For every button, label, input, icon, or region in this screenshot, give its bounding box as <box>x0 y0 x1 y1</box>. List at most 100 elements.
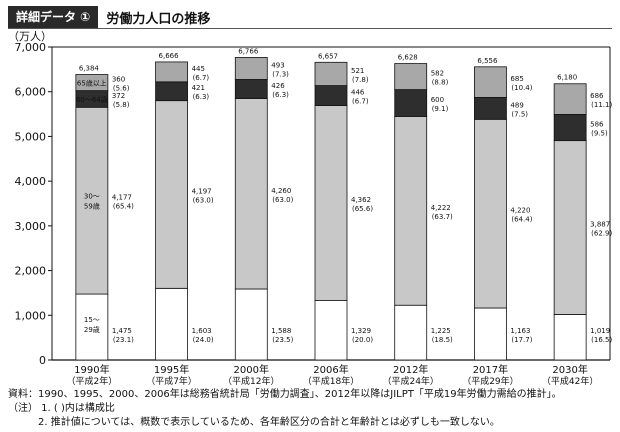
value-label: 372 <box>112 92 125 100</box>
value-label: 1,588 <box>271 327 291 335</box>
share-label: (20.0) <box>352 336 373 344</box>
share-label: (5.8) <box>113 101 130 109</box>
bar-segment <box>474 307 507 361</box>
share-label: (5.6) <box>113 85 130 93</box>
bar-segment <box>553 314 587 361</box>
bar-segment <box>155 100 188 289</box>
bar-segment <box>394 304 428 361</box>
share-label: (7.3) <box>272 70 289 78</box>
y-axis-label: （万人） <box>8 30 52 43</box>
share-label: (23.5) <box>272 336 293 344</box>
bar-segment <box>394 116 428 306</box>
x-category-label: 2030年 <box>552 363 587 376</box>
value-label: 493 <box>271 61 284 69</box>
value-label: 445 <box>192 65 205 73</box>
bar-segment <box>314 105 348 301</box>
x-subcategory-label: （平成2年） <box>66 375 117 387</box>
note-1: （注） 1. ( )内は構成比 <box>8 403 115 414</box>
x-subcategory-label: （平成29年） <box>462 375 518 387</box>
figure-title: 労働力人口の推移 <box>106 11 211 27</box>
x-category-label: 2000年 <box>234 363 269 376</box>
value-label: 4,362 <box>351 196 371 204</box>
share-label: (11.1) <box>591 101 612 109</box>
total-label: 6,628 <box>398 54 418 62</box>
y-tick-label: 1,000 <box>15 309 47 322</box>
value-label: 1,475 <box>112 327 132 335</box>
y-tick-label: 2,000 <box>15 265 47 278</box>
x-subcategory-label: （平成42年） <box>542 375 598 387</box>
x-category-label: 2012年 <box>393 363 428 376</box>
value-label: 4,197 <box>192 187 212 195</box>
share-label: (65.4) <box>113 203 134 211</box>
y-tick-label: 6,000 <box>15 86 47 99</box>
share-label: (18.5) <box>432 336 453 344</box>
bar-segment <box>155 81 188 102</box>
value-label: 600 <box>431 96 444 104</box>
bar-segment <box>553 140 587 315</box>
x-category-label: 2017年 <box>473 363 508 376</box>
header-rule <box>8 28 612 29</box>
value-label: 4,222 <box>431 204 451 212</box>
bar-segment <box>394 89 428 117</box>
x-category-label: 1995年 <box>154 363 189 376</box>
bar-segment <box>553 83 587 115</box>
total-label: 6,556 <box>477 57 498 65</box>
value-label: 1,163 <box>510 327 530 335</box>
value-label: 685 <box>510 75 523 83</box>
x-category-label: 2006年 <box>313 363 348 376</box>
bar-segment <box>394 63 428 91</box>
value-label: 1,603 <box>192 327 212 335</box>
share-label: (6.3) <box>272 91 289 99</box>
bar-segment <box>314 300 348 361</box>
value-label: 446 <box>351 89 365 97</box>
bar-segment <box>155 287 188 361</box>
share-label: (7.8) <box>352 76 369 84</box>
share-label: (17.7) <box>511 336 532 344</box>
bar-segment <box>155 61 188 83</box>
series-label: 65歳以上 <box>77 79 107 88</box>
share-label: (63.0) <box>272 196 293 204</box>
share-label: (65.6) <box>352 205 373 213</box>
y-tick-label: 3,000 <box>15 220 47 233</box>
share-label: (24.0) <box>193 336 214 344</box>
figure-header: 詳細データ ① 労働力人口の推移 <box>8 6 210 28</box>
value-label: 4,220 <box>510 207 530 215</box>
source-note: 資料：1990、1995、2000、2006年は総務省統計局「労働力調査」、20… <box>8 389 562 400</box>
y-tick-label: 5,000 <box>15 130 47 143</box>
value-label: 1,329 <box>351 327 371 335</box>
share-label: (6.3) <box>193 93 210 101</box>
total-label: 6,766 <box>238 47 259 55</box>
share-label: (23.1) <box>113 336 134 344</box>
value-label: 582 <box>431 70 444 78</box>
value-label: 4,177 <box>112 194 132 202</box>
y-tick-label: 7,000 <box>15 41 47 54</box>
share-label: (64.4) <box>511 216 532 224</box>
bar-segment <box>75 74 109 92</box>
bar-segment <box>234 98 268 290</box>
share-label: (7.5) <box>511 110 528 118</box>
value-label: 686 <box>590 92 604 100</box>
share-label: (63.0) <box>193 196 214 204</box>
total-label: 6,666 <box>159 52 180 60</box>
share-label: (10.4) <box>511 84 532 92</box>
bar-segment <box>314 61 348 86</box>
bar-segment <box>474 66 507 98</box>
bar-segment <box>474 118 507 309</box>
x-subcategory-label: （平成7年） <box>146 375 197 387</box>
header-badge: 詳細データ ① <box>8 6 99 28</box>
value-label: 586 <box>590 121 604 129</box>
share-label: (6.7) <box>193 74 210 82</box>
share-label: (9.5) <box>591 130 608 138</box>
stacked-bar-chart: （万人） 0 1,000 2,000 3,000 4,000 5,000 6,000 7,000… <box>8 30 612 387</box>
bar-segment <box>234 288 268 361</box>
series-label: 59歳 <box>84 202 100 211</box>
y-tick-label: 0 <box>39 354 46 367</box>
value-label: 426 <box>271 82 285 90</box>
note-2: 2. 推計値については、概数で表示しているため、各年齢区分の合計と年齢計とは必ず… <box>38 417 500 428</box>
bar-segment <box>234 79 268 99</box>
series-label: 15～ <box>84 316 100 324</box>
y-tick-label: 4,000 <box>15 175 47 188</box>
share-label: (6.7) <box>352 98 369 106</box>
share-label: (8.8) <box>432 79 449 87</box>
bar-segment <box>474 97 507 120</box>
